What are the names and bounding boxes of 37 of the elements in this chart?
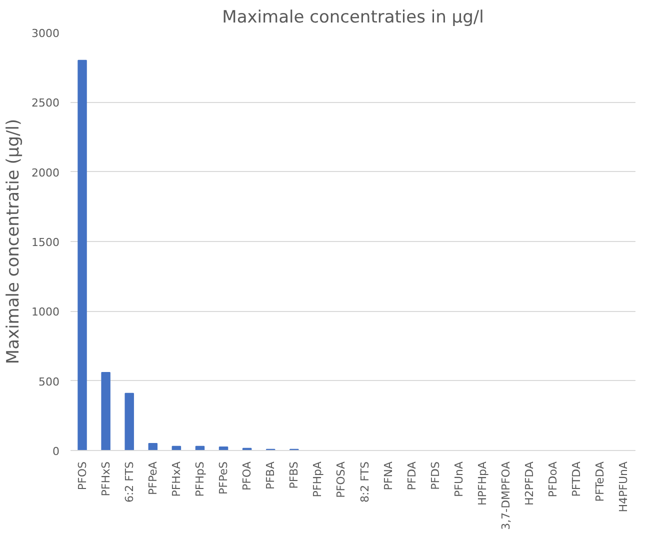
y-tick-label: 500 [38, 375, 60, 388]
chart-title: Maximale concentraties in µg/l [222, 8, 484, 28]
x-tick-label: PFTeDA [594, 461, 607, 502]
x-tick-label: 8:2 FTS [358, 461, 372, 503]
x-tick-label: PFDoA [546, 461, 560, 498]
x-tick-label: 3,7-DMPFOA [500, 461, 513, 530]
x-tick-label: PFHxS [99, 461, 112, 496]
y-tick-label: 1500 [32, 236, 60, 249]
bar [148, 443, 158, 450]
x-tick-label: PFPeA [146, 461, 160, 495]
y-tick-label: 3000 [32, 27, 60, 40]
x-tick-label: PFHxA [170, 461, 183, 497]
bar [124, 392, 134, 450]
x-tick-label: H4PFUnA [617, 461, 630, 512]
x-tick-label: PFPeS [217, 461, 230, 494]
x-tick-label: H2PFDA [523, 461, 536, 506]
y-axis-title: Maximale concentratie (µg/l) [4, 118, 24, 364]
x-tick-label: PFDS [428, 461, 442, 490]
x-tick-label: PFOSA [334, 461, 348, 498]
x-tick-label: PFOA [240, 461, 254, 490]
y-tick-label: 2500 [32, 96, 60, 110]
x-tick-label: PFUnA [452, 461, 466, 498]
x-tick-label: HPFHpA [476, 461, 489, 506]
x-tick-label: PFOS [76, 461, 89, 490]
x-tick-label: PFHpA [311, 461, 324, 498]
bar [78, 60, 87, 450]
y-tick-label: 1000 [32, 306, 60, 319]
x-tick-label: PFTDA [570, 461, 584, 497]
x-tick-label: PFNA [382, 461, 395, 490]
x-tick-label: PFBA [264, 461, 278, 490]
y-tick-label: 2000 [32, 166, 60, 180]
x-tick-label: 6:2 FTS [122, 461, 136, 503]
x-tick-label: PFDA [405, 461, 418, 490]
y-tick-label: 0 [52, 445, 60, 458]
bar [101, 372, 110, 450]
x-tick-label: PFBS [288, 461, 301, 489]
x-tick-label: PFHpS [193, 461, 206, 497]
